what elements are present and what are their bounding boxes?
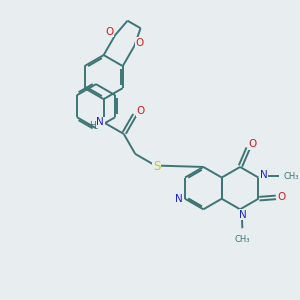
Text: N: N [96,117,104,127]
Text: O: O [136,106,145,116]
Text: H: H [89,121,96,130]
Text: N: N [260,170,268,180]
Text: O: O [248,139,256,149]
Text: CH₃: CH₃ [235,235,250,244]
Text: O: O [136,38,144,48]
Text: O: O [278,192,286,202]
Text: N: N [175,194,183,204]
Text: N: N [239,210,247,220]
Text: S: S [153,160,160,173]
Text: O: O [105,27,113,37]
Text: CH₃: CH₃ [284,172,299,181]
